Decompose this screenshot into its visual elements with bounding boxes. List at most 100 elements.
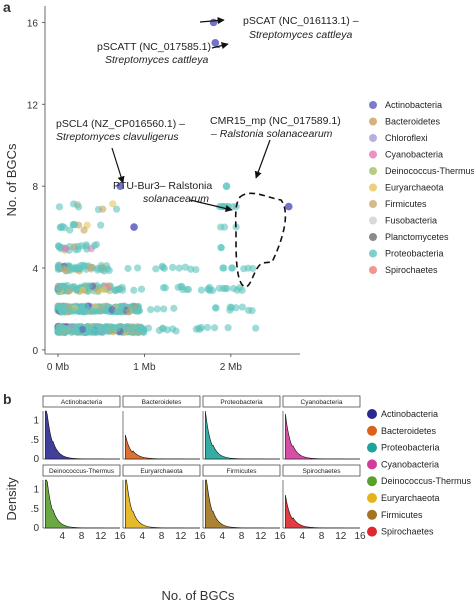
legend-label: Spirochaetes — [385, 265, 438, 275]
legend-label: Fusobacteria — [385, 216, 437, 226]
y-tick-label: 12 — [27, 100, 39, 111]
density-facet: Actinobacteria 0 .5 1 — [31, 395, 121, 465]
scatter-point — [109, 200, 117, 208]
facet-strip-label: Bacteroidetes — [142, 399, 182, 406]
facet-strip — [42, 464, 121, 477]
legend-swatch — [369, 117, 377, 126]
x-tick-label: 2 Mb — [220, 362, 243, 373]
scatter-point — [73, 327, 81, 335]
scatter-point — [55, 285, 63, 293]
scatter-point — [161, 284, 169, 292]
density-x-tick-label: 8 — [159, 531, 165, 542]
density-area — [125, 434, 201, 460]
highlighted-point — [222, 182, 231, 190]
scatter-point — [187, 265, 195, 273]
density-x-tick-label: 12 — [335, 531, 347, 542]
density-x-tick-label: 8 — [79, 531, 85, 542]
legend-swatch — [367, 442, 377, 453]
highlighted-point — [209, 18, 218, 27]
scatter-point — [158, 324, 167, 332]
scatter-point — [55, 304, 63, 312]
scatter-point — [99, 205, 107, 213]
annotation-arrow — [189, 199, 233, 213]
facet-strip — [122, 395, 201, 408]
scatter-point — [217, 243, 225, 252]
scatter-point — [86, 324, 94, 332]
scatter-point — [69, 307, 77, 315]
density-x-tick-label: 16 — [194, 531, 206, 542]
y-tick-label: 4 — [32, 264, 38, 275]
density-y-label: Density — [4, 477, 19, 521]
legend-swatch — [369, 266, 377, 274]
legend-swatch — [369, 200, 377, 208]
scatter-point — [232, 304, 240, 312]
scatter-point — [54, 328, 62, 336]
annotation-pscatt-l1: pSCATT (NC_017585.1) – — [97, 41, 220, 53]
scatter-point — [78, 286, 86, 294]
legend-swatch — [369, 233, 377, 241]
legend-label: Chloroflexi — [385, 133, 428, 143]
legend-label: Deinococcus-Thermus — [385, 166, 474, 176]
scatter-point — [63, 325, 72, 334]
scatter-point — [112, 205, 121, 213]
legend-swatch — [369, 183, 377, 192]
density-area — [45, 479, 121, 529]
density-y-tick-label: 1 — [33, 416, 39, 427]
density-x-tick-label: 4 — [219, 531, 225, 542]
density-x-tick-label: 12 — [255, 531, 267, 542]
facet-strip-label: Cyanobacteria — [301, 399, 343, 406]
scatter-point — [78, 325, 87, 334]
legend-label: Proteobacteria — [385, 249, 444, 259]
y-tick-label: 0 — [32, 346, 38, 357]
annotation-cmr15-l1: CMR15_mp (NC_017589.1) — [210, 115, 341, 127]
legend-swatch — [369, 167, 377, 175]
scatter-point — [100, 286, 108, 294]
legend-label: Euryarchaeota — [381, 493, 440, 503]
scatter-point — [73, 286, 81, 294]
density-facets: Actinobacteria 0 .5 1 Bacteroidetes Proteobac… — [31, 395, 366, 542]
scatter-point — [54, 265, 62, 273]
y-tick-label: 8 — [32, 182, 38, 193]
facet-strip — [282, 395, 361, 408]
scatter-point — [56, 223, 64, 231]
scatter-point — [169, 263, 177, 272]
y-tick-label: 16 — [27, 18, 39, 29]
scatter-point — [113, 324, 122, 332]
facet-strip — [282, 464, 361, 477]
scatter-point — [192, 265, 200, 274]
scatter-point — [229, 284, 238, 293]
scatter-point — [211, 324, 219, 332]
legend-swatch — [367, 476, 377, 487]
annotation-pscl4-l2: Streptomyces clavuligerus — [56, 131, 179, 143]
density-facet: Deinococcus-Thermus 0 .5 1 4 8 12 16 — [31, 464, 126, 542]
scatter-y-label: No. of BGCs — [4, 143, 19, 216]
legend-swatch — [367, 493, 377, 503]
legend-label: Bacteroidetes — [381, 426, 437, 436]
density-x-tick-label: 4 — [59, 531, 65, 542]
density-area — [125, 479, 201, 529]
scatter-point — [197, 286, 206, 294]
legend-swatch — [367, 526, 377, 537]
density-facet: Proteobacteria — [202, 395, 281, 460]
highlighted-point — [116, 182, 125, 190]
scatter-point — [62, 267, 70, 275]
scatter-point — [76, 262, 85, 270]
annotation-ptubur3-l1: PTU-Bur3– Ralstonia — [113, 180, 212, 192]
highlighted-point — [130, 223, 138, 231]
scatter-point — [127, 325, 135, 333]
scatter-point — [137, 285, 146, 293]
density-area — [45, 410, 121, 460]
density-x-tick-label: 16 — [354, 531, 366, 542]
scatter-point — [118, 286, 127, 294]
panel-b-letter: b — [3, 391, 12, 407]
scatter-point — [175, 264, 183, 272]
annotation-pscat-l2: Streptomyces cattleya — [249, 29, 352, 41]
scatter-point — [228, 264, 236, 272]
scatter-point-cloud — [54, 200, 260, 337]
annotation-arrow — [254, 139, 271, 179]
density-facet: Euryarchaeota 4 8 12 16 — [122, 464, 206, 542]
density-area — [205, 410, 281, 460]
scatter-point — [226, 303, 234, 311]
scatter-point — [248, 307, 256, 315]
legend-label: Actinobacteria — [381, 409, 438, 419]
